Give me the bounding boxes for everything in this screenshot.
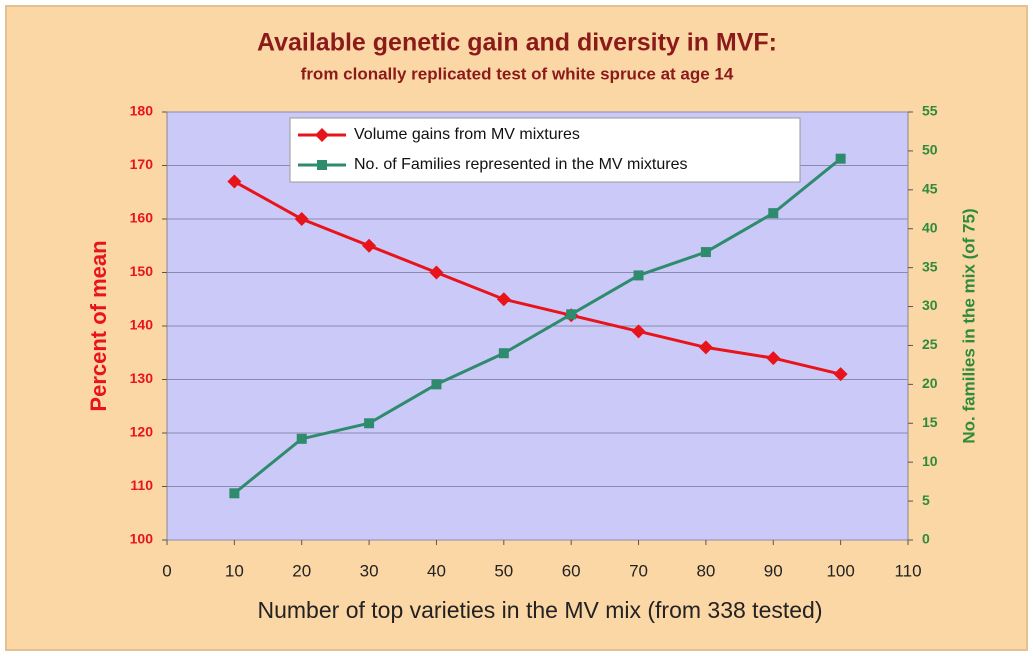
y2-tick-label: 25 [922, 336, 938, 352]
x-tick-label: 60 [562, 561, 581, 580]
x-axis-label: Number of top varieties in the MV mix (f… [258, 597, 823, 623]
point [296, 433, 307, 444]
y2-tick-label: 30 [922, 297, 938, 313]
x-tick-label: 90 [764, 561, 783, 580]
y-tick-label: 150 [130, 263, 154, 279]
legend-box [289, 117, 801, 183]
y2-tick-label: 15 [922, 414, 938, 430]
y-tick-label: 180 [130, 103, 154, 119]
point [631, 324, 646, 339]
x-tick-label: 80 [696, 561, 715, 580]
y2-tick-label: 45 [922, 181, 938, 197]
point [229, 488, 240, 499]
legend-marker [317, 160, 327, 170]
x-tick-label: 20 [292, 561, 311, 580]
point [431, 379, 442, 390]
point [835, 153, 846, 164]
x-tick-label: 10 [225, 561, 244, 580]
x-tick-label: 30 [360, 561, 379, 580]
series-line [233, 157, 842, 495]
point [294, 212, 309, 226]
y2-tick-label: 40 [922, 219, 938, 235]
point [766, 351, 781, 366]
y2-tick-label: 10 [922, 453, 938, 469]
y-axis-label: Percent of mean [86, 240, 111, 411]
legend-label: Volume gains from MV mixtures [354, 126, 580, 143]
y2-tick-label: 35 [922, 258, 938, 274]
y2-tick-label: 0 [922, 531, 930, 547]
y2-tick-label: 55 [922, 103, 938, 119]
legend-label: No. of Families represented in the MV mi… [354, 156, 687, 173]
y2-tick-label: 20 [922, 375, 938, 391]
point [768, 208, 779, 219]
point [496, 292, 511, 307]
x-tick-label: 70 [629, 561, 648, 580]
x-tick-label: 0 [162, 561, 171, 580]
point [698, 340, 713, 355]
x-tick-label: 100 [826, 561, 854, 580]
y-tick-label: 100 [130, 531, 154, 547]
point [833, 367, 848, 382]
point [700, 247, 711, 258]
point [566, 309, 577, 320]
point [498, 348, 509, 359]
y-tick-label: 170 [130, 156, 154, 172]
chart-title: Available genetic gain and diversity in … [257, 29, 777, 57]
x-tick-label: 110 [894, 561, 921, 580]
y-tick-label: 130 [130, 370, 154, 386]
y-tick-label: 120 [130, 424, 154, 440]
y-tick-label: 110 [130, 477, 153, 493]
y2-tick-label: 5 [922, 492, 930, 508]
y2-tick-label: 50 [922, 142, 938, 158]
y2-axis-label: No. families in the mix (of 75) [959, 208, 978, 443]
point [633, 270, 644, 281]
chart-subtitle: from clonally replicated test of white s… [301, 64, 734, 83]
y-tick-label: 140 [130, 317, 154, 333]
point [227, 174, 242, 189]
legend-marker [315, 128, 329, 142]
series-line [233, 180, 841, 376]
point [429, 265, 444, 280]
y-tick-label: 160 [130, 210, 154, 226]
x-tick-label: 40 [427, 561, 446, 580]
x-tick-label: 50 [494, 561, 513, 580]
point [364, 418, 375, 429]
point [362, 238, 377, 253]
